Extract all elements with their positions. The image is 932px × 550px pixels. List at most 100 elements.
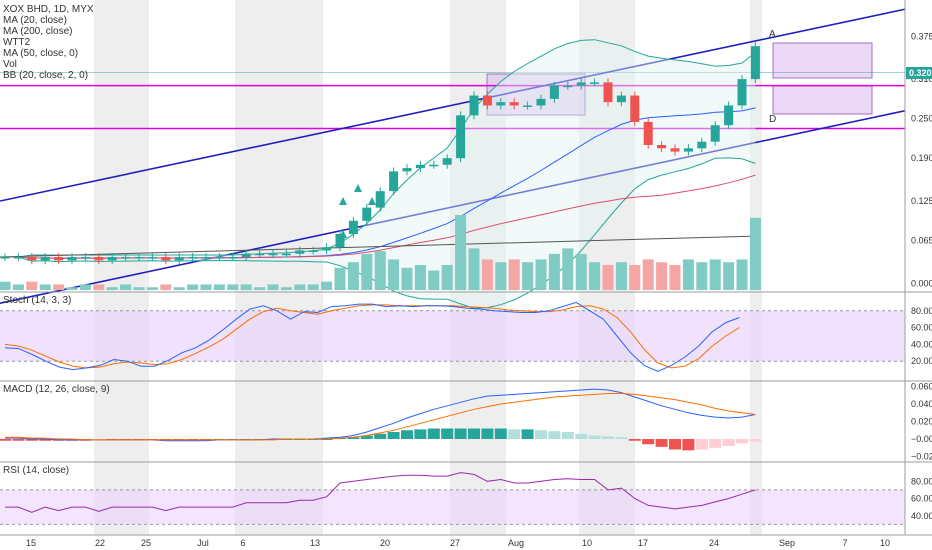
- volume-bar: [39, 284, 51, 290]
- candle: [750, 46, 760, 80]
- candle: [348, 220, 358, 234]
- candle: [643, 121, 653, 145]
- volume-bar: [334, 267, 346, 290]
- macd-histogram-bar: [709, 439, 722, 448]
- macd-histogram-bar: [722, 439, 735, 446]
- volume-bar: [696, 262, 708, 290]
- channel-upper: [0, 8, 906, 202]
- volume-bar: [187, 284, 199, 290]
- annotation-a: A: [769, 29, 776, 40]
- volume-bar: [361, 253, 373, 290]
- volume-bar: [468, 248, 480, 290]
- volume-bar: [321, 281, 333, 290]
- volume-bar: [709, 259, 721, 290]
- candle: [549, 85, 559, 99]
- date-tick-label: 20: [380, 538, 390, 548]
- shade-band-0: [94, 0, 149, 535]
- price-pane: [0, 8, 906, 309]
- macd-histogram-bar: [508, 429, 521, 439]
- candle: [683, 148, 693, 152]
- candle: [27, 257, 37, 261]
- volume-bar: [669, 265, 681, 290]
- volume-bar: [347, 262, 359, 290]
- rsi-tick-label: 80.00: [911, 476, 932, 486]
- main-legend: XOX BHD, 1D, MYX MA (20, close) MA (200,…: [3, 4, 94, 81]
- macd-histogram-bar: [454, 428, 467, 439]
- macd-tick-label: −0.000: [911, 434, 932, 444]
- candle: [375, 191, 385, 208]
- macd-tick-label: −0.020: [911, 452, 932, 462]
- volume-bar: [682, 259, 694, 290]
- volume-bar: [120, 284, 132, 290]
- legend-bb: BB (20, close, 2, 0): [3, 70, 88, 81]
- volume-bar: [441, 265, 453, 290]
- date-tick-label: 27: [450, 538, 460, 548]
- macd-histogram-bar: [615, 437, 628, 439]
- candle: [161, 257, 171, 261]
- volume-bar: [629, 265, 641, 290]
- candle: [469, 95, 479, 116]
- macd-tick-label: 0.060: [911, 382, 932, 392]
- candle: [188, 257, 198, 259]
- price-tick-label: 0.375: [911, 31, 932, 41]
- legend-ma50: MA (50, close, 0): [3, 48, 78, 59]
- price-badge-bg: [906, 67, 932, 79]
- legend-symbol: XOX BHD, 1D, MYX: [3, 4, 94, 15]
- date-tick-label: Jul: [197, 538, 209, 548]
- legend-wtt2: WTT2: [3, 37, 31, 48]
- candle: [710, 125, 720, 142]
- date-tick-label: 10: [582, 538, 592, 548]
- candle: [402, 168, 412, 172]
- macd-signal-line: [5, 393, 756, 441]
- candle: [563, 85, 573, 88]
- price-tick-label: 0.310: [911, 74, 932, 84]
- volume-bar: [26, 281, 38, 290]
- candle: [697, 141, 707, 149]
- shade-band-1: [235, 0, 323, 535]
- volume-bar: [160, 284, 172, 290]
- macd-histogram-bar: [561, 432, 574, 439]
- candle: [322, 247, 332, 251]
- volume-bar: [589, 262, 601, 290]
- candle: [107, 257, 117, 261]
- annotation-d: D: [769, 114, 776, 125]
- candle: [429, 164, 439, 167]
- rsi-line: [5, 472, 756, 513]
- candle: [174, 257, 184, 261]
- volume-bar: [240, 284, 252, 290]
- macd-histogram-bar: [749, 439, 762, 442]
- volume-bar: [749, 217, 761, 290]
- volume-bar: [562, 248, 574, 290]
- candle: [0, 257, 10, 259]
- macd-histogram-bar: [0, 439, 11, 441]
- rsi-tick-label: 60.00: [911, 494, 932, 504]
- date-tick-label: 15: [26, 538, 36, 548]
- price-tick-label: 0.000: [911, 278, 932, 288]
- candle: [603, 82, 613, 103]
- candle: [670, 148, 680, 152]
- candle: [389, 171, 399, 192]
- volume-bar: [522, 262, 534, 290]
- price-tick-label: 0.250: [911, 114, 932, 124]
- rsi-pane: [0, 472, 905, 525]
- macd-pane: [0, 388, 762, 451]
- candle: [147, 257, 157, 259]
- stoch-legend: Stoch (14, 3, 3): [3, 295, 71, 306]
- price-tick-label: 0.065: [911, 236, 932, 246]
- stoch-band: [0, 310, 905, 362]
- rsi-legend: RSI (14, close): [3, 465, 69, 476]
- candle: [54, 257, 64, 261]
- volume-bar: [227, 284, 239, 290]
- date-tick-label: 7: [842, 538, 847, 548]
- stoch-d-line: [4, 304, 740, 369]
- volume-bar: [200, 284, 212, 290]
- volume-bar: [723, 262, 735, 290]
- legend-ma20: MA (20, close): [3, 15, 67, 26]
- volume-bar: [173, 287, 185, 290]
- candle: [657, 145, 667, 149]
- macd-histogram-bar: [427, 428, 440, 439]
- macd-histogram-bar: [347, 437, 360, 439]
- candle: [295, 250, 305, 254]
- date-tick-label: 22: [95, 538, 105, 548]
- macd-tick-label: 0.020: [911, 417, 932, 427]
